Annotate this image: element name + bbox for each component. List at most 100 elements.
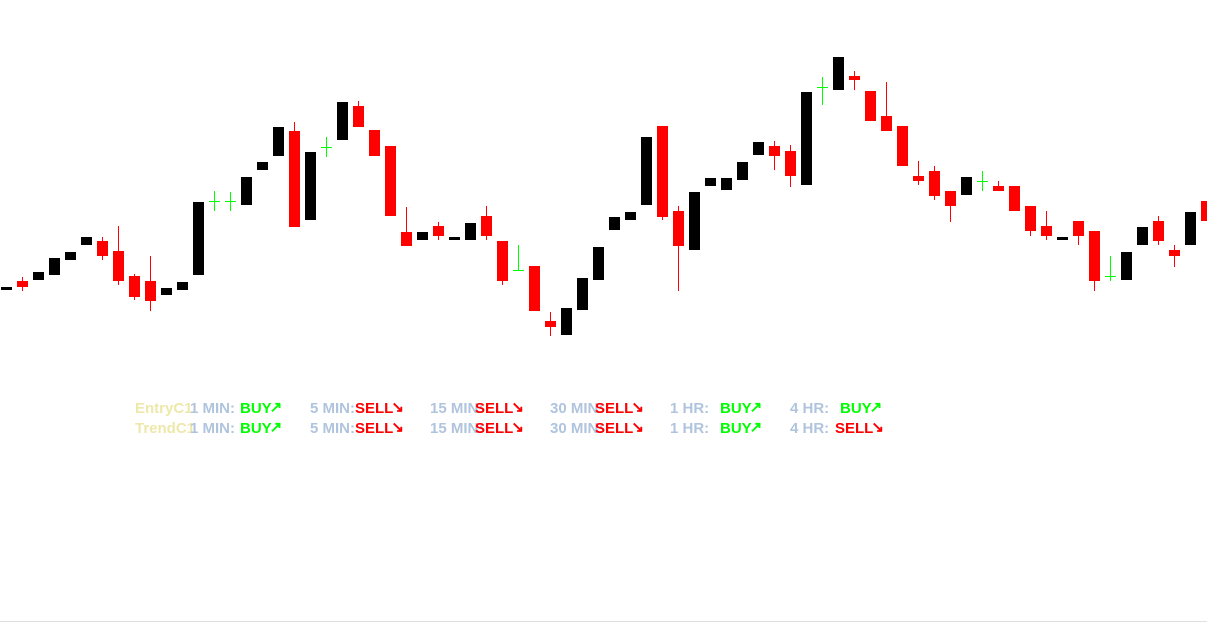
candle-body: [529, 266, 540, 311]
candle-body: [1073, 221, 1084, 236]
candle-body: [1009, 186, 1020, 211]
candle-body: [401, 232, 412, 246]
signal: BUY: [720, 420, 752, 437]
candle-body: [1137, 227, 1148, 245]
candle-body: [497, 241, 508, 281]
candle-body: [337, 102, 348, 140]
candle-body: [385, 146, 396, 216]
candle-body: [81, 237, 92, 245]
candle-body: [769, 146, 780, 156]
signal: SELL: [475, 420, 513, 437]
signal: SELL: [595, 420, 633, 437]
signal: SELL: [355, 420, 393, 437]
signal-arrow: ↘: [631, 419, 644, 436]
candle-body: [673, 211, 684, 246]
timeframe-label: 15 MIN:: [430, 420, 483, 437]
candle-body: [161, 288, 172, 295]
row-label: TrendC1: [135, 420, 195, 437]
candle-body: [753, 142, 764, 155]
candle-body: [257, 162, 268, 170]
signal-arrow: ↘: [631, 399, 644, 416]
candle-body: [1153, 221, 1164, 241]
candle-body: [1041, 226, 1052, 236]
timeframe-label: 1 HR:: [670, 400, 709, 417]
candle-body: [881, 116, 892, 131]
candle-body: [961, 177, 972, 195]
candle-body: [913, 176, 924, 181]
candle-body: [945, 191, 956, 206]
candle-body: [241, 177, 252, 205]
timeframe-label: 4 HR:: [790, 420, 829, 437]
candle-body: [897, 126, 908, 166]
signal: BUY: [720, 400, 752, 417]
candle-body: [833, 57, 844, 90]
signal-arrow: ↘: [391, 399, 404, 416]
candle-body: [145, 281, 156, 301]
candle-body: [785, 151, 796, 176]
candle-body: [353, 106, 364, 127]
candle-body: [705, 178, 716, 186]
candle-body: [1, 287, 12, 290]
timeframe-label: 30 MIN:: [550, 420, 603, 437]
timeframe-label: 30 MIN:: [550, 400, 603, 417]
signal: SELL: [355, 400, 393, 417]
signal-arrow: ↗: [270, 419, 283, 436]
candle-body: [849, 76, 860, 80]
signal-arrow: ↗: [870, 399, 883, 416]
candle-body: [1201, 201, 1207, 221]
candle-body: [801, 92, 812, 185]
timeframe-label: 1 MIN:: [190, 400, 235, 417]
candle-body: [561, 308, 572, 335]
candle-body: [417, 232, 428, 240]
candle-body: [433, 226, 444, 236]
candle-body: [273, 127, 284, 156]
timeframe-label: 4 HR:: [790, 400, 829, 417]
candle-body: [625, 212, 636, 220]
signal: SELL: [475, 400, 513, 417]
candle-body: [449, 237, 460, 240]
signal: BUY: [840, 400, 872, 417]
timeframe-label: 5 MIN:: [310, 420, 355, 437]
candle-body: [33, 272, 44, 280]
candle-body: [65, 252, 76, 260]
candle-body: [1025, 206, 1036, 231]
candle-body: [865, 91, 876, 121]
candle-body: [577, 278, 588, 310]
signal-arrow: ↗: [270, 399, 283, 416]
signal-arrow: ↘: [391, 419, 404, 436]
signal-arrow: ↘: [511, 419, 524, 436]
candle-body: [737, 162, 748, 180]
signal: SELL: [595, 400, 633, 417]
candle-body: [369, 130, 380, 156]
candle-body: [113, 251, 124, 281]
candle-body: [49, 258, 60, 275]
candle-body: [1185, 212, 1196, 245]
timeframe-label: 5 MIN:: [310, 400, 355, 417]
timeframe-label: 1 HR:: [670, 420, 709, 437]
signal-arrow: ↗: [750, 399, 763, 416]
candle-body: [481, 216, 492, 236]
candle-body: [593, 247, 604, 280]
candle-body: [993, 186, 1004, 191]
candle-body: [721, 178, 732, 190]
candle-body: [177, 282, 188, 290]
signal-arrow: ↗: [750, 419, 763, 436]
candle-body: [641, 137, 652, 205]
signal: SELL: [835, 420, 873, 437]
candle-body: [97, 241, 108, 256]
signal-arrow: ↘: [871, 419, 884, 436]
signal-arrow: ↘: [511, 399, 524, 416]
candle-body: [1089, 231, 1100, 281]
row-label: EntryC1: [135, 400, 193, 417]
signal: BUY: [240, 420, 272, 437]
candle-body: [129, 276, 140, 297]
candle-body: [545, 321, 556, 327]
candle-body: [929, 171, 940, 196]
candle-body: [289, 131, 300, 227]
candle-body: [609, 217, 620, 230]
candle-body: [465, 223, 476, 240]
signal: BUY: [240, 400, 272, 417]
candle-body: [305, 152, 316, 220]
candle-body: [1057, 237, 1068, 240]
